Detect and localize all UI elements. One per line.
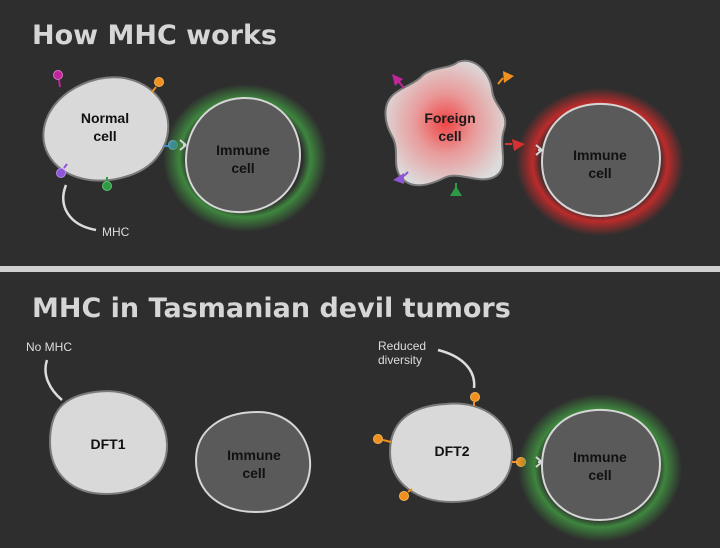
mhc-marker-purple <box>56 163 68 178</box>
dft2-callout-line <box>437 348 476 389</box>
foreign-cell-label-line2: cell <box>438 128 461 144</box>
normal-cell: Normal cell <box>42 76 170 182</box>
foreign-marker-green <box>450 183 462 196</box>
receptor-icon <box>535 144 543 156</box>
foreign-cell-label-line1: Foreign <box>424 110 475 126</box>
mhc-callout-label: MHC <box>102 225 130 239</box>
dft2-label: DFT2 <box>435 443 470 459</box>
foreign-marker-orange <box>497 71 514 85</box>
dft2-marker-left <box>373 434 392 444</box>
dft1-cell: DFT1 <box>48 390 169 496</box>
immune-cell-c-label-line1: Immune <box>227 447 281 463</box>
immune-cell-a-label-line1: Immune <box>216 142 270 158</box>
foreign-marker-purple <box>393 171 409 184</box>
dft2-marker-top <box>470 392 480 406</box>
immune-cell-b: Immune cell <box>516 88 684 236</box>
receptor-icon <box>535 456 543 468</box>
immune-cell-d-label-line1: Immune <box>573 449 627 465</box>
foreign-marker-magenta <box>392 74 405 89</box>
immune-cell-b-label-line1: Immune <box>573 147 627 163</box>
immune-cell-c-label-line2: cell <box>242 465 265 481</box>
immune-cell-d: Immune cell <box>518 394 682 542</box>
dft2-cell: DFT2 <box>388 402 514 504</box>
dft2-callout-label-line2: diversity <box>378 353 422 367</box>
section-2-title: MHC in Tasmanian devil tumors <box>32 293 511 324</box>
section-1-title: How MHC works <box>32 20 277 51</box>
foreign-cell: Foreign cell <box>384 59 507 187</box>
mhc-marker-magenta <box>53 70 63 88</box>
dft1-callout-line <box>44 359 63 401</box>
normal-cell-label-line2: cell <box>93 128 116 144</box>
immune-cell-a: Immune cell <box>163 84 327 232</box>
immune-cell-c: Immune cell <box>194 410 312 514</box>
dft2-callout-label-line1: Reduced <box>378 339 426 353</box>
mhc-callout-line <box>62 184 97 232</box>
immune-cell-d-label-line2: cell <box>588 467 611 483</box>
dft1-label: DFT1 <box>91 436 126 452</box>
dft2-marker-bottom <box>399 488 413 501</box>
immune-cell-a-label-line2: cell <box>231 160 254 176</box>
mhc-marker-orange <box>151 77 164 93</box>
section-divider <box>0 266 720 272</box>
mhc-marker-green <box>102 177 112 191</box>
receptor-icon <box>179 139 187 151</box>
normal-cell-label-line1: Normal <box>81 110 129 126</box>
dft1-callout-label: No MHC <box>26 340 72 354</box>
immune-cell-b-label-line2: cell <box>588 165 611 181</box>
